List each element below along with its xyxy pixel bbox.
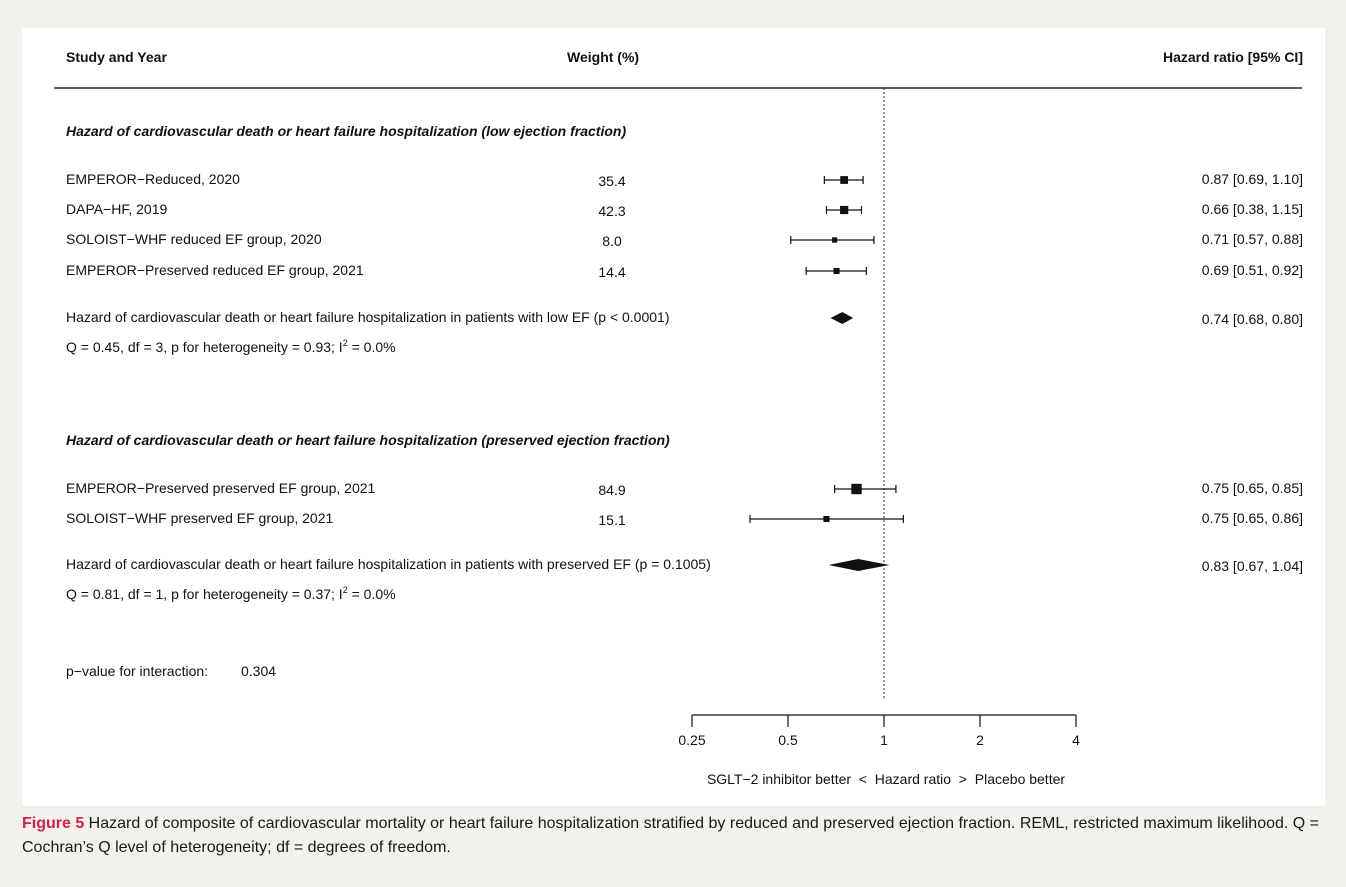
group-title: Hazard of cardiovascular death or heart … (66, 432, 670, 448)
hr-column-header: Hazard ratio [95% CI] (1163, 49, 1303, 65)
axis-tick-label: 1 (880, 732, 888, 748)
study-point (833, 267, 840, 275)
study-weight: 8.0 (602, 233, 622, 249)
study-point (851, 483, 862, 495)
study-weight: 14.4 (598, 264, 625, 280)
study-label: EMPEROR−Preserved preserved EF group, 20… (66, 480, 376, 496)
axis-tick-label: 0.25 (678, 732, 705, 748)
i-squared-superscript: 2 (343, 338, 348, 348)
heterogeneity-suffix: = 0.0% (348, 339, 396, 355)
summary-label: Hazard of cardiovascular death or heart … (66, 556, 711, 572)
study-hr-text: 0.71 [0.57, 0.88] (1202, 231, 1303, 247)
study-hr-text: 0.75 [0.65, 0.86] (1202, 510, 1303, 526)
study-hr-text: 0.69 [0.51, 0.92] (1202, 262, 1303, 278)
heterogeneity-suffix: = 0.0% (348, 586, 396, 602)
study-point (831, 237, 838, 243)
hr-axis: 0.25 0.5 1 2 4 (678, 714, 1080, 748)
study-weight: 35.4 (598, 173, 625, 189)
axis-tick-label: 0.5 (778, 732, 798, 748)
caption-text: Hazard of composite of cardiovascular mo… (22, 815, 1320, 856)
study-label: SOLOIST−WHF preserved EF group, 2021 (66, 510, 333, 526)
interaction-value: 0.304 (241, 663, 276, 679)
figure-caption: Figure 5 Hazard of composite of cardiova… (22, 812, 1325, 860)
study-hr-text: 0.87 [0.69, 1.10] (1202, 171, 1303, 187)
heterogeneity-text: Q = 0.81, df = 1, p for heterogeneity = … (66, 586, 343, 602)
summary-hr-text: 0.74 [0.68, 0.80] (1202, 311, 1303, 327)
figure-label: Figure 5 (22, 815, 85, 832)
summary-diamond (830, 312, 854, 324)
study-column-header: Study and Year (66, 49, 167, 65)
study-weight: 42.3 (598, 203, 625, 219)
axis-tick-label: 4 (1072, 732, 1080, 748)
weight-column-header: Weight (%) (567, 49, 639, 65)
axis-label: SGLT−2 inhibitor better < Hazard ratio >… (707, 771, 1065, 787)
heterogeneity-stats: Q = 0.45, df = 3, p for heterogeneity = … (66, 338, 396, 355)
study-label: EMPEROR−Preserved reduced EF group, 2021 (66, 262, 364, 278)
study-weight: 15.1 (598, 512, 625, 528)
study-hr-text: 0.75 [0.65, 0.85] (1202, 480, 1303, 496)
summary-label: Hazard of cardiovascular death or heart … (66, 309, 670, 325)
summary-hr-text: 0.83 [0.67, 1.04] (1202, 558, 1303, 574)
forest-plot: Study and Year Weight (%) Hazard ratio [… (54, 49, 1303, 787)
study-weight: 84.9 (598, 482, 625, 498)
i-squared-superscript: 2 (343, 585, 348, 595)
study-label: DAPA−HF, 2019 (66, 201, 168, 217)
study-point (840, 205, 849, 215)
group-title: Hazard of cardiovascular death or heart … (66, 123, 626, 139)
study-label: EMPEROR−Reduced, 2020 (66, 171, 240, 187)
study-point (840, 176, 849, 184)
study-label: SOLOIST−WHF reduced EF group, 2020 (66, 231, 322, 247)
summary-diamond (828, 559, 890, 571)
forest-rows: Hazard of cardiovascular death or heart … (66, 123, 1303, 602)
study-hr-text: 0.66 [0.38, 1.15] (1202, 201, 1303, 217)
study-point (823, 515, 830, 523)
axis-tick-label: 2 (976, 732, 984, 748)
forest-plot-panel: Study and Year Weight (%) Hazard ratio [… (22, 28, 1325, 806)
interaction-label: p−value for interaction: (66, 663, 208, 679)
heterogeneity-text: Q = 0.45, df = 3, p for heterogeneity = … (66, 339, 343, 355)
heterogeneity-stats: Q = 0.81, df = 1, p for heterogeneity = … (66, 585, 396, 602)
